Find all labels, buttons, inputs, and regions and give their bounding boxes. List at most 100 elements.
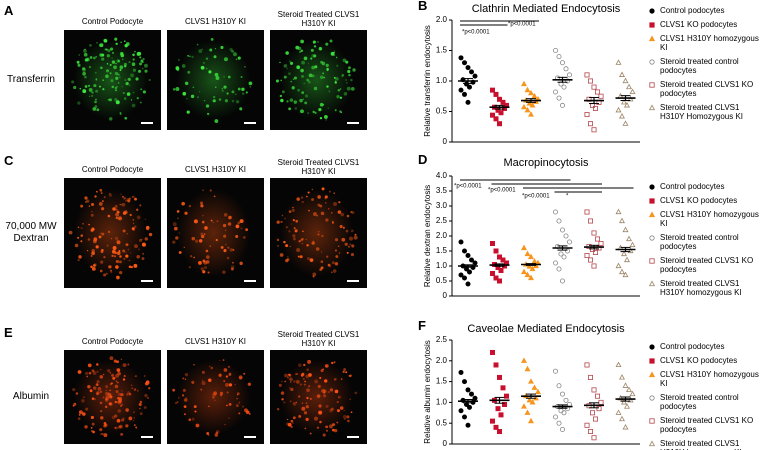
data-point xyxy=(468,69,474,75)
vesicle xyxy=(320,251,323,253)
vesicle xyxy=(115,373,119,378)
data-point xyxy=(501,105,507,111)
vesicle xyxy=(100,191,103,194)
vesicle xyxy=(115,265,119,269)
vesicle xyxy=(342,370,345,373)
data-point xyxy=(619,71,625,77)
vesicle xyxy=(349,236,353,241)
vesicle xyxy=(309,432,312,435)
vesicle xyxy=(318,404,322,408)
data-point xyxy=(528,378,534,384)
data-point xyxy=(496,374,502,380)
vesicle xyxy=(123,257,126,261)
vesicle xyxy=(107,392,112,397)
vesicle xyxy=(242,92,245,95)
vesicle xyxy=(229,47,233,52)
vesicle xyxy=(278,383,282,387)
vesicle xyxy=(81,412,86,416)
vesicle xyxy=(122,249,126,253)
vesicle xyxy=(296,247,301,252)
legend-marker-box xyxy=(649,184,655,190)
vesicle xyxy=(103,39,108,43)
vesicle xyxy=(120,403,124,406)
vesicle xyxy=(314,379,318,384)
data-point xyxy=(627,396,634,403)
data-point xyxy=(458,87,464,93)
data-point xyxy=(622,424,629,430)
vesicle xyxy=(82,67,87,72)
vesicle xyxy=(102,373,105,376)
vesicle xyxy=(82,89,87,94)
data-point xyxy=(556,266,562,272)
vesicle xyxy=(328,208,330,210)
vesicle xyxy=(311,241,315,245)
vesicle xyxy=(176,401,179,403)
vesicle xyxy=(218,98,222,101)
legend-marker xyxy=(649,82,655,88)
data-point xyxy=(493,248,499,254)
vesicle xyxy=(346,251,349,254)
vesicle xyxy=(223,368,228,372)
vesicle xyxy=(186,110,190,114)
legend-marker xyxy=(649,344,655,350)
vesicle xyxy=(96,108,100,112)
vesicle xyxy=(347,245,351,248)
data-point xyxy=(458,369,464,375)
vesicle xyxy=(115,216,119,220)
data-point xyxy=(465,387,471,393)
vesicle xyxy=(103,38,107,43)
vesicle xyxy=(346,82,348,84)
data-point xyxy=(560,278,566,284)
vesicle xyxy=(240,227,243,230)
vesicle xyxy=(86,375,89,378)
legend-marker xyxy=(648,440,656,447)
vesicle xyxy=(78,54,81,56)
vesicle xyxy=(330,407,334,411)
vesicle xyxy=(215,430,220,434)
vesicle xyxy=(105,385,109,388)
vesicle xyxy=(233,52,237,57)
vesicle xyxy=(294,228,298,233)
image-caption: Control Podocyte xyxy=(81,337,144,346)
vesicle xyxy=(135,426,138,429)
vesicle xyxy=(94,100,97,104)
legend: Control podocytes CLVS1 KO podocytes CLVS1… xyxy=(648,342,764,450)
vesicle xyxy=(119,76,121,78)
vesicle xyxy=(184,372,189,377)
vesicle xyxy=(239,107,243,111)
vesicle xyxy=(139,101,142,104)
vesicle xyxy=(99,428,103,432)
data-point xyxy=(622,120,629,126)
vesicle xyxy=(92,239,97,244)
legend-marker-box xyxy=(648,371,656,378)
vesicle xyxy=(88,84,90,87)
vesicle xyxy=(92,386,97,390)
vesicle xyxy=(347,419,350,423)
vesicle xyxy=(289,245,291,248)
legend-label: Steroid treated CLVS1 H310Y Homozygous K… xyxy=(660,103,744,121)
data-point xyxy=(588,121,594,127)
legend-item: Steroid treated CLVS1 KO podocytes xyxy=(648,416,764,434)
vesicle xyxy=(113,65,117,70)
vesicle xyxy=(298,415,302,418)
vesicle xyxy=(193,256,195,259)
vesicle xyxy=(117,216,122,221)
vesicle xyxy=(325,404,329,408)
vesicle xyxy=(312,110,315,114)
vesicle xyxy=(208,365,211,368)
vesicle xyxy=(235,100,240,104)
vesicle xyxy=(323,391,326,394)
vesicle xyxy=(301,406,306,411)
vesicle xyxy=(100,260,104,264)
data-point xyxy=(472,260,478,266)
vesicle xyxy=(241,87,245,91)
vesicle xyxy=(292,206,294,209)
vesicle xyxy=(204,226,208,230)
vesicle xyxy=(102,88,105,91)
vesicle xyxy=(88,205,91,207)
data-point xyxy=(553,89,559,95)
vesicle xyxy=(126,233,128,235)
legend-item: Steroid treated control podocytes xyxy=(648,57,764,75)
significance-label: *p<0.0001 xyxy=(462,30,490,36)
vesicle xyxy=(208,405,210,408)
